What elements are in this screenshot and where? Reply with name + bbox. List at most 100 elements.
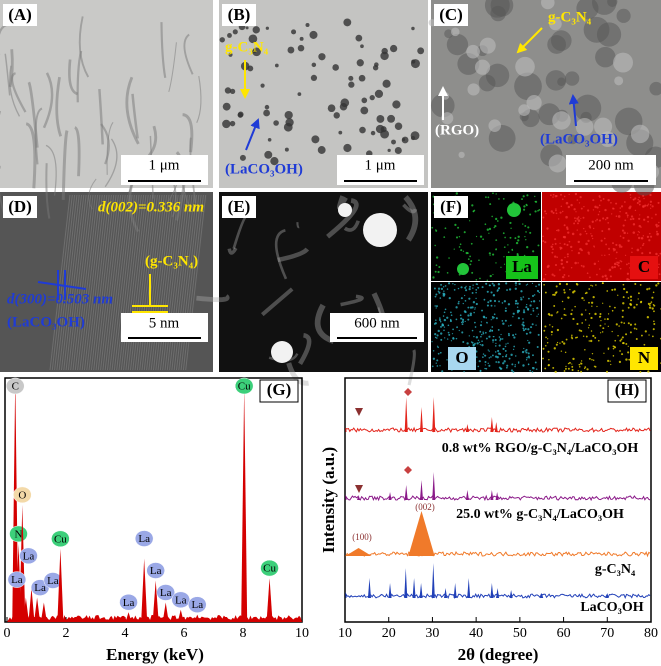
texture-dot xyxy=(639,284,642,286)
texture-dot xyxy=(497,287,500,290)
texture-dot xyxy=(577,219,581,222)
texture-dot xyxy=(531,282,534,284)
texture-dot xyxy=(260,83,265,88)
texture-dot xyxy=(311,62,317,68)
texture-dot xyxy=(558,282,562,286)
texture-dot xyxy=(370,130,376,136)
texture-dot xyxy=(647,302,651,305)
texture-dot xyxy=(597,339,600,342)
texture-dot xyxy=(630,299,633,302)
texture-dot xyxy=(488,357,491,359)
texture-dot xyxy=(440,332,443,335)
panel-label: (E) xyxy=(228,197,251,216)
texture-dot xyxy=(583,16,610,43)
texture-dot xyxy=(525,348,528,351)
texture-dot xyxy=(638,224,641,228)
texture-dot xyxy=(471,292,474,294)
texture-dot xyxy=(577,251,581,255)
texture-dot xyxy=(523,309,525,312)
texture-dot xyxy=(468,335,470,337)
texture-dot xyxy=(526,356,528,359)
texture-dot xyxy=(356,59,364,67)
texture-dot xyxy=(567,231,570,234)
texture-dot xyxy=(274,63,279,68)
texture-dot xyxy=(534,361,537,364)
texture-dot xyxy=(473,311,475,314)
texture-dot xyxy=(589,226,592,229)
texture-sheet xyxy=(68,59,79,96)
texture-dot xyxy=(514,365,516,368)
peak-badge xyxy=(7,571,27,588)
peak xyxy=(388,583,392,598)
texture-dot xyxy=(436,365,439,367)
texture-dot xyxy=(617,261,620,264)
texture-dot xyxy=(544,344,547,347)
texture-dot xyxy=(619,207,622,209)
texture-dot xyxy=(359,126,366,134)
texture-dot xyxy=(516,311,519,314)
texture-dot xyxy=(546,342,549,344)
texture-dot xyxy=(472,284,474,286)
texture-dot xyxy=(576,229,578,231)
texture-dot xyxy=(607,227,611,231)
texture-dot xyxy=(491,282,494,285)
texture-dot xyxy=(548,359,550,361)
texture-dot xyxy=(648,239,651,242)
texture-dot xyxy=(525,284,528,286)
texture-dot xyxy=(632,217,635,221)
scale-bars: 1 μm 1 μm 200 nm 5 nm 600 nm xyxy=(121,155,656,342)
texture-dot xyxy=(619,260,621,262)
texture-dot xyxy=(482,238,485,241)
texture-dot xyxy=(444,285,447,287)
texture-dot xyxy=(486,290,489,293)
texture-dot xyxy=(514,333,517,336)
texture-dot xyxy=(461,323,464,326)
texture-dot xyxy=(565,215,568,219)
texture-dot xyxy=(394,146,402,155)
texture-dot xyxy=(267,137,272,142)
x-tick-label: 2 xyxy=(63,626,70,641)
texture-dot xyxy=(538,208,541,211)
texture-dot xyxy=(467,314,470,317)
texture-dot xyxy=(552,196,554,198)
texture-dot xyxy=(444,29,453,39)
texture-dot xyxy=(537,244,540,247)
texture-dot xyxy=(514,364,516,366)
texture-dot xyxy=(612,355,615,357)
texture-dot xyxy=(369,94,375,101)
texture-dot xyxy=(464,286,467,289)
texture-dot xyxy=(564,71,580,86)
texture-dot xyxy=(488,252,491,255)
texture-dot xyxy=(498,198,500,200)
texture-dot xyxy=(551,273,554,276)
texture-dot xyxy=(571,232,575,236)
texture-dot xyxy=(567,255,569,258)
texture-dot xyxy=(633,306,636,309)
texture-dot xyxy=(596,206,599,209)
texture-dot xyxy=(580,362,582,364)
texture-dot xyxy=(473,335,475,338)
texture-dot xyxy=(612,347,615,350)
texture-dot xyxy=(657,201,660,204)
texture-dot xyxy=(606,290,609,292)
texture-dot xyxy=(448,257,450,259)
texture-dot xyxy=(456,326,458,329)
particle xyxy=(363,213,397,247)
texture-dot xyxy=(638,217,641,220)
texture-dot xyxy=(568,193,570,196)
texture-dot xyxy=(264,150,273,159)
lattice xyxy=(93,194,115,371)
texture-dot xyxy=(443,337,446,339)
texture-dot xyxy=(611,288,614,291)
texture-dot xyxy=(510,353,513,357)
texture-dot xyxy=(450,340,453,342)
texture-dot xyxy=(528,341,531,344)
texture-dot xyxy=(504,345,507,348)
panel-label: (F) xyxy=(440,197,462,216)
texture-dot xyxy=(440,338,443,341)
texture-dot xyxy=(649,193,652,197)
texture-dot xyxy=(496,220,499,222)
texture-dot xyxy=(567,367,570,370)
texture-dot xyxy=(527,297,530,300)
texture-dot xyxy=(515,241,519,245)
